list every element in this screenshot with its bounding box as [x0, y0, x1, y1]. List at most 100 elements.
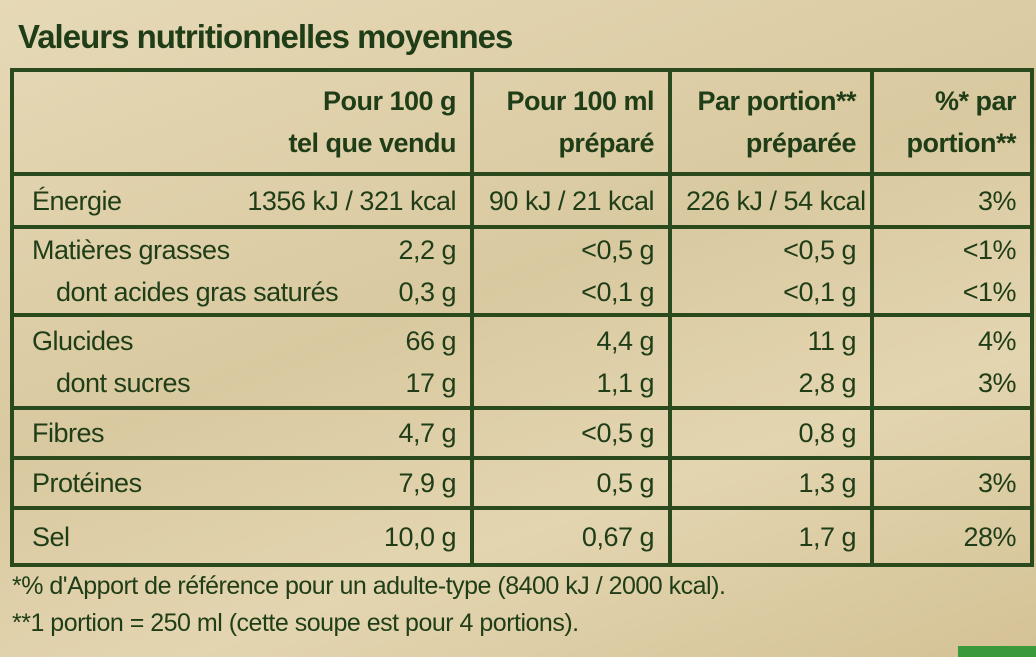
- cell: [870, 406, 1034, 460]
- cell-value: 0,8 g: [798, 418, 856, 448]
- values: 7,9 g: [398, 462, 456, 504]
- cell-value: <0,1 g: [783, 277, 856, 307]
- footnote: *% d'Apport de référence pour un adulte-…: [12, 572, 726, 600]
- row-label: Fibres: [32, 418, 105, 448]
- empty-value: [888, 412, 1016, 454]
- cell-content: Énergie 1356 kJ / 321 kcal: [28, 180, 456, 222]
- labels: Sel: [32, 516, 70, 558]
- cell-value: <0,5 g: [581, 418, 654, 448]
- cell-value: 28%: [963, 521, 1016, 552]
- cell-value: 3%: [977, 367, 1017, 398]
- cell-value: 0,67 g: [581, 521, 655, 552]
- cell-value: 3%: [977, 468, 1017, 498]
- row-label: Protéines: [32, 468, 142, 498]
- cell-value: <0,1 g: [581, 277, 654, 307]
- cell-value: 17 g: [405, 367, 456, 398]
- row-group: Matières grasses dont acides gras saturés…: [10, 225, 1034, 317]
- header-cell: Pour 100 g tel que vendu: [10, 68, 474, 176]
- cell: Glucides dont sucres 66 g 17 g: [10, 313, 474, 410]
- cell-content: Protéines 7,9 g: [28, 462, 456, 504]
- cell: <0,5 g <0,1 g: [668, 225, 874, 317]
- cell: Énergie 1356 kJ / 321 kcal: [10, 172, 474, 229]
- cell-value: 7,9 g: [398, 468, 456, 498]
- cell-value: 0,5 g: [596, 468, 654, 498]
- values: 66 g 17 g: [405, 320, 456, 404]
- cell-value: 11 g: [807, 325, 856, 356]
- cell-value: 1,3 g: [798, 468, 856, 498]
- values: 10,0 g: [383, 516, 457, 558]
- cell-value: 1356 kJ / 321 kcal: [247, 185, 456, 216]
- cell-content: Fibres 4,7 g: [28, 412, 456, 454]
- header-row: Pour 100 g tel que vendu Pour 100 ml prépar…: [10, 68, 1034, 176]
- row-label: Matières grasses: [32, 235, 230, 265]
- cell: 3%: [870, 456, 1034, 510]
- header-text: Pour 100 ml: [506, 86, 654, 116]
- cell-value: 4%: [977, 325, 1017, 356]
- cell: Sel 10,0 g: [10, 506, 474, 567]
- cell-value: 226 kJ / 54 kcal: [686, 185, 866, 216]
- row-label: Énergie: [32, 185, 122, 216]
- cell-content: Glucides dont sucres 66 g 17 g: [28, 320, 456, 404]
- cell-value: 90 kJ / 21 kcal: [488, 185, 655, 216]
- cell-value: <1%: [962, 277, 1017, 307]
- header-cell: Pour 100 ml préparé: [470, 68, 672, 176]
- cell: 11 g 2,8 g: [668, 313, 874, 410]
- header-text: Pour 100 g: [322, 86, 457, 116]
- title: Valeurs nutritionnelles moyennes: [18, 18, 513, 55]
- row-group: Fibres 4,7 g <0,5 g 0,8 g: [10, 406, 1034, 460]
- cell: 226 kJ / 54 kcal: [668, 172, 874, 229]
- cell: 1,7 g: [668, 506, 874, 567]
- header-text: %* par: [934, 86, 1017, 116]
- cell: 1,3 g: [668, 456, 874, 510]
- cell-value: 3%: [977, 185, 1017, 216]
- labels: Matières grasses dont acides gras saturés: [32, 229, 339, 313]
- footnotes: *% d'Apport de référence pour un adulte-…: [12, 568, 726, 642]
- cell-value: 0,3 g: [398, 277, 456, 307]
- cell-value: 10,0 g: [383, 521, 457, 552]
- header-text: tel que vendu: [288, 128, 456, 158]
- row-label: dont sucres: [56, 367, 191, 398]
- nutrition-table: Pour 100 g tel que vendu Pour 100 ml prépar…: [10, 68, 1034, 567]
- row-label: dont acides gras saturés: [56, 277, 339, 307]
- badge: [958, 646, 1036, 657]
- cell-value: 1,1 g: [596, 367, 654, 398]
- cell-value: 2,8 g: [798, 367, 856, 398]
- cell-value: <1%: [962, 235, 1017, 265]
- values: 1356 kJ / 321 kcal: [247, 180, 456, 222]
- cell-value: <0,5 g: [581, 235, 654, 265]
- cell: <1% <1%: [870, 225, 1034, 317]
- row-group: Protéines 7,9 g 0,5 g 1,3 g 3%: [10, 456, 1034, 510]
- cell: Matières grasses dont acides gras saturés…: [10, 225, 474, 317]
- row-group: Glucides dont sucres 66 g 17 g 4,4 g 1,1 g 11 …: [10, 313, 1034, 410]
- header-cell: %* par portion**: [870, 68, 1034, 176]
- cell-value: 2,2 g: [398, 235, 456, 265]
- cell-content: Matières grasses dont acides gras saturés…: [28, 229, 456, 313]
- header-text: préparé: [558, 128, 654, 158]
- cell: <0,5 g <0,1 g: [470, 225, 672, 317]
- header-text: portion**: [906, 128, 1017, 158]
- cell-value: 4,4 g: [596, 325, 654, 356]
- cell-value: 4,7 g: [398, 418, 456, 448]
- cell: 4,4 g 1,1 g: [470, 313, 672, 410]
- cell: 0,67 g: [470, 506, 672, 567]
- cell: 90 kJ / 21 kcal: [470, 172, 672, 229]
- cell-content: Sel 10,0 g: [28, 516, 457, 558]
- labels: Fibres: [32, 412, 105, 454]
- row-group: Sel 10,0 g 0,67 g 1,7 g 28%: [10, 506, 1034, 567]
- labels: Glucides dont sucres: [32, 320, 191, 404]
- cell-value: <0,5 g: [783, 235, 856, 265]
- footnote: **1 portion = 250 ml (cette soupe est po…: [12, 609, 579, 637]
- cell: <0,5 g: [470, 406, 672, 460]
- row-label: Glucides: [32, 325, 134, 356]
- cell: 4% 3%: [870, 313, 1034, 410]
- row-group: Énergie 1356 kJ / 321 kcal 90 kJ / 21 kcal…: [10, 172, 1034, 229]
- cell: 28%: [870, 506, 1034, 567]
- cell: Fibres 4,7 g: [10, 406, 474, 460]
- cell-value: 66 g: [405, 325, 456, 356]
- row-label: Sel: [32, 521, 70, 552]
- cell: Protéines 7,9 g: [10, 456, 474, 510]
- header-cell: Par portion** préparée: [668, 68, 874, 176]
- labels: Protéines: [32, 462, 142, 504]
- cell: 0,8 g: [668, 406, 874, 460]
